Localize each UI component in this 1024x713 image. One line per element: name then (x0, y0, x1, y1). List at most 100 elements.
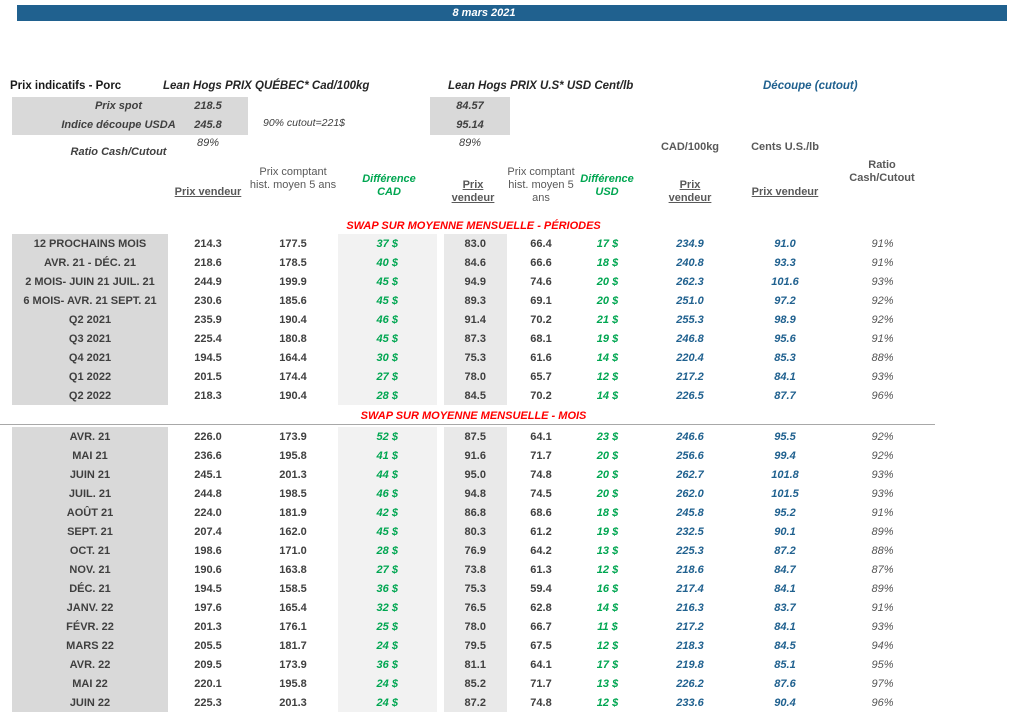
cell-qc_v: 194.5 (194, 351, 222, 364)
cell-diff_cad: 24 $ (338, 636, 440, 655)
cell-diff_usd: 16 $ (596, 582, 619, 595)
cell-diff_usd: 14 $ (596, 389, 619, 402)
table-row: OCT. 21 198.6 171.0 28 $76.9 64.2 13 $ 225.3 87… (12, 541, 1024, 560)
cell-qc_v: 244.8 (194, 487, 222, 500)
col-header-us-hist: Prix comptant hist. moyen 5 ans (507, 166, 575, 204)
cell-diff_cad: 42 $ (338, 503, 440, 522)
cell-label: AVR. 22 (12, 655, 168, 674)
cell-diff_usd: 20 $ (596, 468, 619, 481)
cell-cut_us: 90.4 (774, 696, 796, 709)
cell-diff_cad: 28 $ (338, 541, 440, 560)
col-header-us-unit: Cents U.S./lb (751, 141, 819, 153)
cell-qc_h: 165.4 (279, 601, 307, 614)
cell-ratio: 91% (871, 237, 894, 250)
cell-ratio: 94% (871, 639, 894, 652)
cell-ratio: 93% (871, 370, 894, 383)
filler-cell (935, 541, 1024, 560)
cell-qc_h: 195.8 (279, 449, 307, 462)
cell-qc_v: 190.6 (194, 563, 222, 576)
table-row: AVR. 21 - DÉC. 21 218.6 178.5 40 $84.6 66.6 1… (12, 253, 1024, 272)
cell-label: AOÛT 21 (12, 503, 168, 522)
cell-label: 12 PROCHAINS MOIS (12, 234, 168, 253)
cell-diff_usd: 12 $ (596, 370, 619, 383)
cell-label: NOV. 21 (12, 560, 168, 579)
cell-diff_cad: 45 $ (338, 329, 440, 348)
cell-diff_usd: 20 $ (596, 294, 619, 307)
cell-diff_cad: 45 $ (338, 291, 440, 310)
filler-cell (935, 617, 1024, 636)
cell-diff_cad: 24 $ (338, 674, 440, 693)
cell-diff_cad: 32 $ (338, 598, 440, 617)
table-row: AVR. 21 226.0 173.9 52 $87.5 64.1 23 $ 246.6 95… (12, 427, 1024, 446)
col-header-us-vendeur: Prix vendeur (451, 179, 495, 204)
cell-qc_v: 235.9 (194, 313, 222, 326)
cell-cut_cad: 217.2 (676, 370, 704, 383)
cell-diff_usd: 20 $ (596, 487, 619, 500)
cell-diff_cad: 41 $ (338, 446, 440, 465)
cell-diff_usd: 13 $ (596, 677, 619, 690)
cell-qc_v: 207.4 (194, 525, 222, 538)
cell-us_v: 87.5 (436, 427, 507, 446)
cell-qc_v: 220.1 (194, 677, 222, 690)
cell-cut_us: 87.2 (774, 544, 796, 557)
cell-qc_v: 201.3 (194, 620, 222, 633)
table-row: 6 MOIS- AVR. 21 SEPT. 21 230.6 185.6 45 $89… (12, 291, 1024, 310)
cell-diff_cad: 44 $ (338, 465, 440, 484)
table-row: JUIN 22 225.3 201.3 24 $87.2 74.8 12 $ 233.6 90… (12, 693, 1024, 712)
cell-qc_h: 177.5 (279, 237, 307, 250)
cell-diff_cad: 36 $ (338, 579, 440, 598)
cell-diff_usd: 18 $ (596, 256, 619, 269)
cell-label: FÉVR. 22 (12, 617, 168, 636)
cutout-note: 90% cutout=221$ (263, 117, 346, 129)
cell-qc_h: 201.3 (279, 468, 307, 481)
cell-label: AVR. 21 - DÉC. 21 (12, 253, 168, 272)
cell-us_h: 64.1 (530, 430, 552, 443)
cell-us_v: 85.2 (436, 674, 507, 693)
report-date: 8 mars 2021 (452, 7, 516, 19)
cell-qc_h: 181.7 (279, 639, 307, 652)
cell-cut_us: 98.9 (774, 313, 796, 326)
cell-ratio: 93% (871, 620, 894, 633)
table-row: JUIL. 21 244.8 198.5 46 $94.8 74.5 20 $ 262.0 1… (12, 484, 1024, 503)
cell-us_v: 76.5 (436, 598, 507, 617)
cell-qc_v: 226.0 (194, 430, 222, 443)
usda-cutout-qc: 245.8 (194, 119, 222, 131)
cell-qc_h: 162.0 (279, 525, 307, 538)
cell-qc_h: 199.9 (279, 275, 307, 288)
filler-cell (935, 234, 1024, 253)
cell-diff_usd: 19 $ (596, 332, 619, 345)
cell-us_h: 69.1 (530, 294, 552, 307)
ratio-cash-cutout-us: 89% (458, 137, 482, 149)
cell-qc_h: 171.0 (279, 544, 307, 557)
filler-cell (935, 636, 1024, 655)
col-header-qc-vendeur: Prix vendeur (174, 186, 242, 198)
filler-cell (935, 674, 1024, 693)
cell-ratio: 96% (871, 389, 894, 402)
cell-diff_usd: 17 $ (596, 658, 619, 671)
ratio-cash-cutout-label: Ratio Cash/Cutout (70, 146, 167, 158)
filler-cell (935, 253, 1024, 272)
cell-cut_cad: 217.2 (676, 620, 704, 633)
cell-label: SEPT. 21 (12, 522, 168, 541)
cell-label: 6 MOIS- AVR. 21 SEPT. 21 (12, 291, 168, 310)
cell-label: Q2 2022 (12, 386, 168, 405)
table-row: Q2 2022 218.3 190.4 28 $84.5 70.2 14 $ 226.5 87… (12, 386, 1024, 405)
cell-diff_cad: 45 $ (338, 522, 440, 541)
col-header-diff-usd: Différence USD (580, 173, 634, 198)
cell-us_h: 66.4 (530, 237, 552, 250)
cell-us_h: 66.7 (530, 620, 552, 633)
cell-diff_usd: 18 $ (596, 506, 619, 519)
section-header-row: SWAP SUR MOYENNE MENSUELLE - MOIS (12, 405, 1024, 427)
table-row: 12 PROCHAINS MOIS 214.3 177.5 37 $83.0 66.4 1… (12, 234, 1024, 253)
cell-qc_h: 180.8 (279, 332, 307, 345)
cell-cut_cad: 225.3 (676, 544, 704, 557)
cell-label: JANV. 22 (12, 598, 168, 617)
cell-cut_us: 101.8 (771, 468, 799, 481)
spot-price-qc: 218.5 (194, 100, 222, 112)
cell-diff_cad: 46 $ (338, 484, 440, 503)
cell-diff_cad: 30 $ (338, 348, 440, 367)
cell-cut_cad: 226.5 (676, 389, 704, 402)
cell-diff_cad: 36 $ (338, 655, 440, 674)
cell-us_v: 94.8 (436, 484, 507, 503)
filler-cell (935, 405, 1024, 427)
